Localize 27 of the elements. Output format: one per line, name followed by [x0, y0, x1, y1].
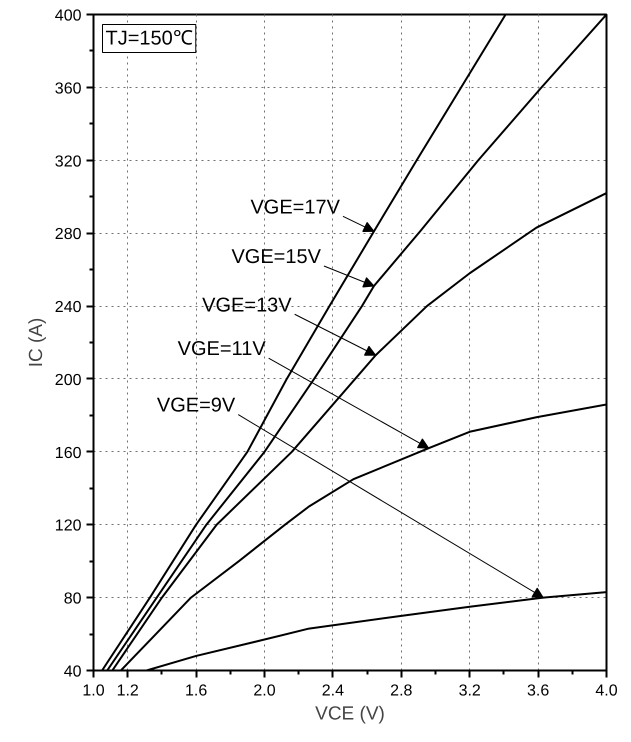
- y-tick-label: 240: [54, 299, 82, 316]
- annotation: VGE=13V: [202, 294, 292, 316]
- y-tick-label: 200: [54, 372, 82, 389]
- x-tick-label: 1.6: [184, 682, 208, 700]
- annotation: VGE=11V: [178, 338, 266, 360]
- x-tick-label: 3.6: [526, 682, 550, 700]
- y-tick-label: 400: [54, 8, 82, 24]
- y-tick-label: 280: [54, 226, 82, 244]
- x-tick-label: 2.8: [390, 682, 413, 700]
- annotation: TJ=150℃: [106, 28, 193, 50]
- y-tick-label: 320: [54, 153, 82, 170]
- y-axis-title: IC (A): [26, 318, 47, 368]
- x-tick-label: 2.4: [322, 682, 344, 700]
- x-tick-label: 2.0: [253, 682, 276, 700]
- y-tick-label: 120: [54, 518, 82, 535]
- x-tick-label: 1.2: [116, 682, 139, 700]
- annotation: VGE=17V: [250, 196, 341, 218]
- x-axis-title: VCE (V): [315, 704, 385, 724]
- annotation: VGE=9V: [156, 394, 236, 417]
- x-tick-label: 1.0: [82, 682, 105, 700]
- y-tick-label: 80: [64, 590, 82, 608]
- y-tick-label: 160: [54, 444, 82, 462]
- annotation: VGE=15V: [231, 246, 322, 268]
- y-tick-label: 360: [54, 80, 82, 98]
- x-tick-label: 4.0: [595, 682, 618, 700]
- x-tick-label: 3.2: [458, 682, 481, 700]
- y-tick-label: 40: [64, 664, 82, 680]
